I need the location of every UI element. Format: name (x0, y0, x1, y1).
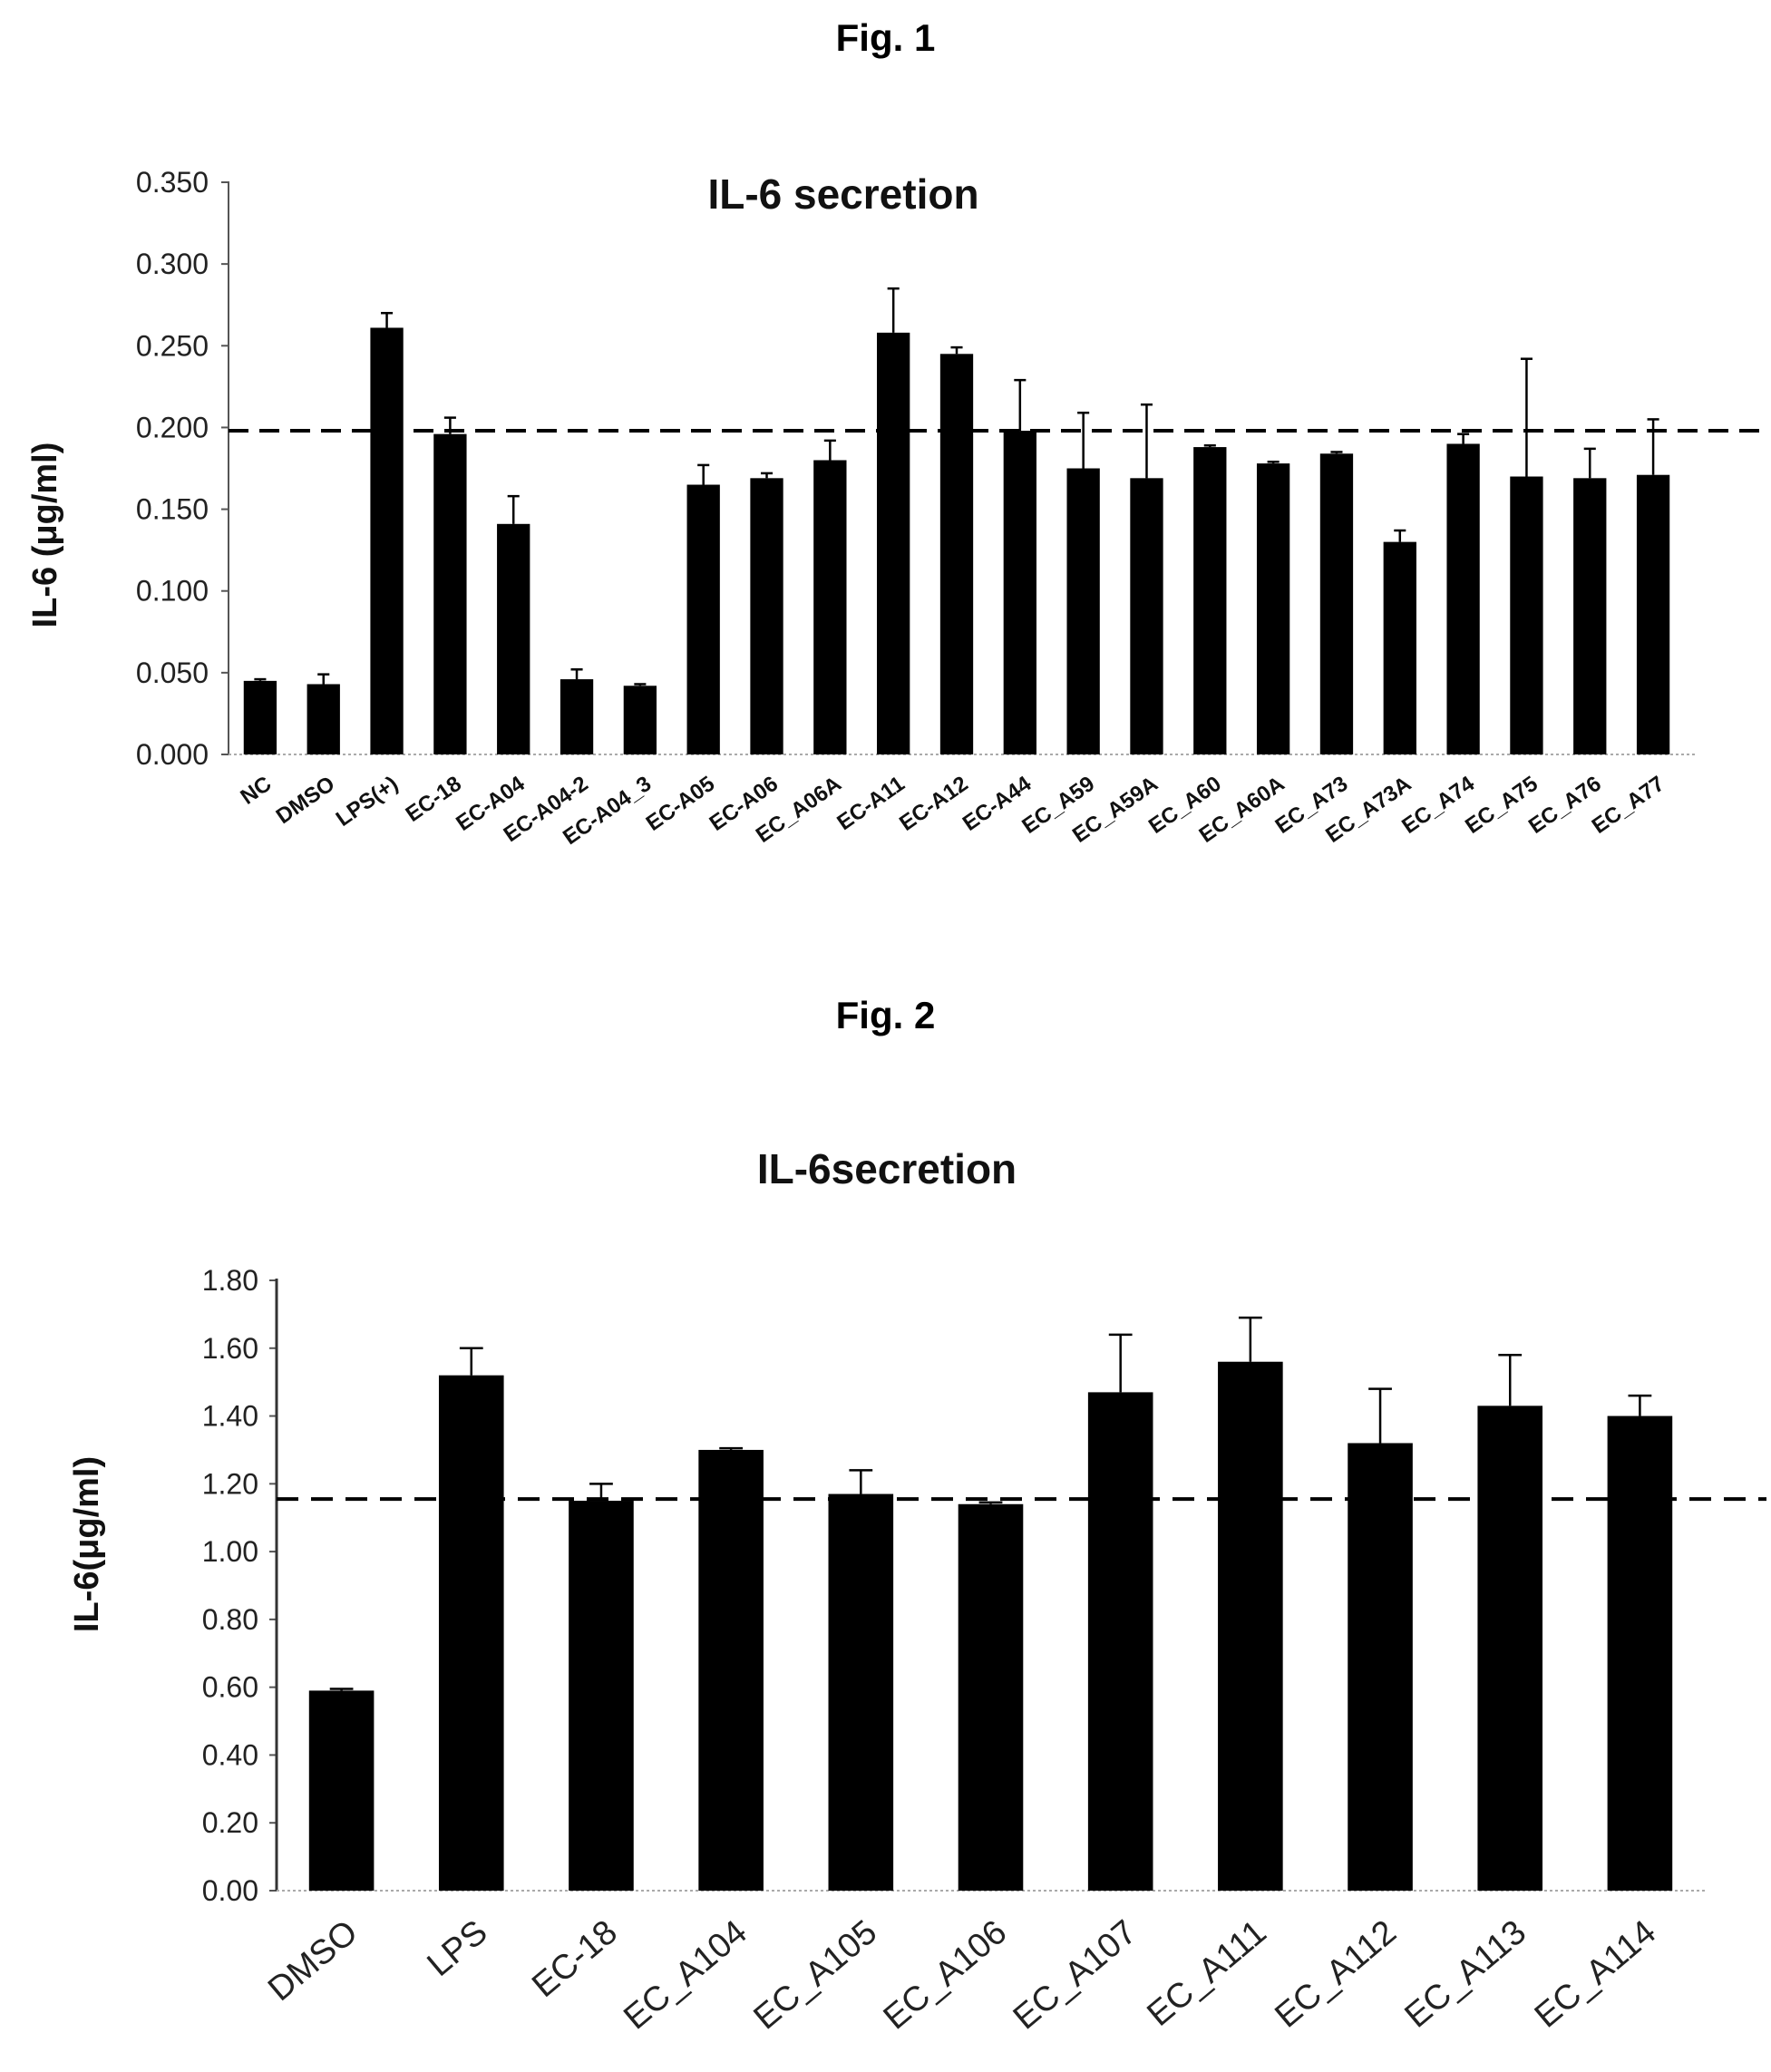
bar (433, 433, 467, 754)
x-tick-label: EC_A113 (1398, 1913, 1533, 2036)
x-tick-label: EC-18 (525, 1913, 625, 2005)
y-tick-label: 1.80 (202, 1264, 258, 1297)
bar (1193, 447, 1227, 754)
bar (1130, 478, 1163, 754)
y-tick-label: 0.80 (202, 1603, 258, 1636)
chart-2-x-tick-labels: DMSO LPS EC-18EC_A104EC_A105EC_A106EC_A107… (261, 1913, 1663, 2038)
chart-1-y-axis-label: IL-6 (μg/ml) (26, 443, 64, 628)
bar (1348, 1443, 1413, 1891)
bar (877, 332, 910, 754)
bar (243, 680, 277, 754)
bar (813, 460, 847, 754)
x-tick-label: NC (236, 772, 276, 810)
bar (307, 684, 340, 754)
y-tick-label: 0.300 (136, 248, 209, 280)
chart-1-y-ticks: 0.000 0.050 0.100 0.150 0.200 0.250 0.300 0.350 (136, 166, 229, 771)
chart-2-title: IL-6secretion (757, 1145, 1017, 1192)
x-tick-label: EC_A104 (617, 1913, 754, 2038)
bar (939, 354, 974, 754)
bar (623, 686, 657, 754)
bar (958, 1503, 1024, 1891)
chart-1-error-bars (254, 287, 1659, 686)
y-tick-label: 1.20 (202, 1467, 258, 1500)
chart-2-bars (308, 1361, 1673, 1891)
chart-1-title: IL-6 secretion (707, 170, 978, 218)
chart-1-bars (243, 327, 1670, 754)
bar (1607, 1415, 1673, 1891)
y-tick-label: 0.100 (136, 575, 209, 608)
bar (1510, 476, 1543, 754)
y-tick-label: 1.60 (202, 1332, 258, 1365)
bar (1477, 1406, 1543, 1891)
y-tick-label: 0.200 (136, 411, 209, 443)
y-tick-label: 0.250 (136, 329, 209, 362)
x-tick-label: LPS(+) (332, 772, 403, 832)
bar (560, 679, 594, 754)
y-tick-label: 0.350 (136, 166, 209, 199)
y-tick-label: 0.00 (202, 1874, 258, 1907)
x-tick-label: DMSO (272, 772, 339, 829)
x-tick-label: EC_A105 (746, 1913, 884, 2038)
y-tick-label: 1.40 (202, 1400, 258, 1433)
bar (370, 327, 404, 754)
x-tick-label: EC_A114 (1528, 1913, 1663, 2036)
bar (1256, 463, 1290, 754)
figure-1-label: Fig. 1 (835, 16, 936, 59)
x-tick-label: EC-A05 (642, 772, 719, 836)
x-tick-label: EC-A11 (832, 772, 909, 835)
bar (750, 478, 783, 754)
chart-2: IL-6secretion IL-6(μg/ml) 0.000.200.400.… (68, 1145, 1766, 2038)
chart-2-y-axis-label: IL-6(μg/ml) (68, 1456, 106, 1632)
bar (686, 484, 720, 754)
x-tick-label: EC_A112 (1268, 1913, 1403, 2036)
x-tick-label: DMSO (261, 1913, 365, 2009)
y-tick-label: 0.60 (202, 1671, 258, 1704)
chart-1: IL-6 secretion IL-6 (μg/ml) 0.0000.0500.… (26, 166, 1766, 850)
bar (497, 523, 530, 754)
y-tick-label: 0.000 (136, 738, 209, 771)
figure-2-label: Fig. 2 (835, 994, 936, 1036)
bar (1087, 1392, 1153, 1891)
y-tick-label: 0.40 (202, 1738, 258, 1771)
y-tick-label: 0.20 (202, 1806, 258, 1839)
bar (698, 1449, 764, 1891)
bar (1383, 541, 1416, 754)
x-tick-label: EC_A111 (1140, 1913, 1273, 2034)
y-tick-label: 0.050 (136, 657, 209, 689)
x-tick-label: LPS (421, 1913, 495, 1984)
chart-1-x-tick-labels: NCDMSOLPS(+)EC-18EC-A04EC-A04-2EC-A04_3E… (236, 771, 1669, 850)
chart-2-y-ticks: 0.00 0.20 0.40 0.60 0.80 1.00 1.20 1.40 1.60 1.80 (202, 1264, 277, 1907)
x-tick-label: EC-A12 (895, 772, 972, 836)
bar (438, 1375, 504, 1891)
bar (1319, 453, 1354, 754)
bar (569, 1501, 634, 1891)
bar (1573, 478, 1607, 754)
bar (308, 1690, 375, 1891)
bar (1066, 468, 1100, 754)
bar (1003, 431, 1036, 754)
y-tick-label: 1.00 (202, 1535, 258, 1568)
x-tick-label: EC_A106 (877, 1913, 1015, 2038)
bar (1218, 1361, 1283, 1891)
bar (1636, 474, 1670, 754)
x-tick-label: EC_A107 (1007, 1913, 1144, 2038)
bar (1446, 443, 1480, 754)
bar (828, 1493, 894, 1891)
x-tick-label: EC_A77 (1588, 772, 1669, 839)
y-tick-label: 0.150 (136, 493, 209, 526)
